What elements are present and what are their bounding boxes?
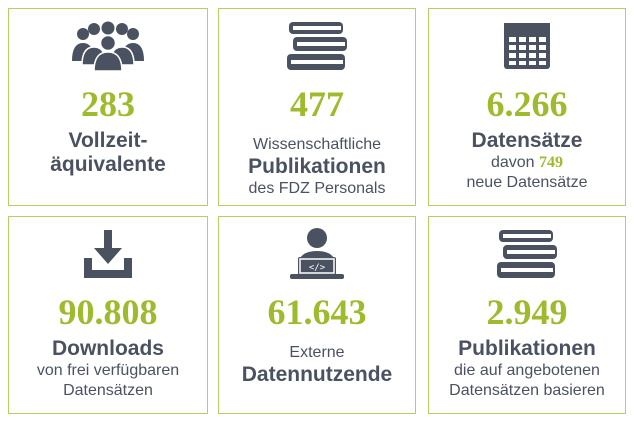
calendar-grid-icon [429, 19, 625, 73]
stat-card-external-users: </> 61.643 Externe Datennutzende [218, 216, 416, 414]
stat-card-downloads: 90.808 Downloads von frei verfügbaren Da… [8, 216, 208, 414]
stat-number: 6.266 [486, 84, 568, 124]
stat-label: Externe Datennutzende [219, 343, 415, 387]
stat-number: 61.643 [267, 292, 367, 332]
people-group-icon [9, 19, 207, 73]
label-bold: Datennutzende [241, 363, 393, 386]
stat-card-datasets: 6.266 Datensätze davon 749 neue Datensät… [428, 8, 626, 206]
label-bold: Downloads [51, 337, 164, 360]
label-line: äquivalente [50, 153, 166, 176]
label-post: des FDZ Personals [248, 180, 386, 197]
label-pre: Wissenschaftliche [252, 136, 382, 153]
svg-text:</>: </> [309, 263, 326, 273]
label-post: die auf angebotenen [454, 362, 600, 379]
stat-card-publications-datasets: 2.949 Publikationen die auf angebotenen … [428, 216, 626, 414]
stat-number: 2.949 [486, 292, 568, 332]
new-datasets-count: 749 [539, 154, 564, 171]
stat-number: 477 [290, 84, 344, 124]
label-post2: Datensätzen [63, 382, 153, 399]
label-post-prefix: davon [490, 154, 535, 171]
book-stack-icon [219, 19, 415, 73]
person-laptop-code-icon: </> [219, 227, 415, 281]
stat-label: Downloads von frei verfügbaren Datensätz… [9, 337, 207, 401]
stat-label: Vollzeit- äquivalente [9, 129, 207, 177]
label-bold: Publikationen [248, 155, 386, 178]
label-pre: Externe [289, 344, 345, 361]
stat-label: Datensätze davon 749 neue Datensätze [429, 129, 625, 193]
stat-number: 283 [81, 84, 135, 124]
label-bold: Publikationen [458, 337, 596, 360]
label-post: davon 749 [429, 153, 625, 173]
label-post2: neue Datensätze [466, 174, 588, 191]
download-icon [9, 227, 207, 281]
book-stack-icon [429, 227, 625, 281]
stat-label: Publikationen die auf angebotenen Datens… [429, 337, 625, 401]
stat-card-fte: 283 Vollzeit- äquivalente [8, 8, 208, 206]
label-post2: Datensätzen basieren [449, 382, 605, 399]
label-bold: Datensätze [471, 129, 583, 152]
stat-card-publications-staff: 477 Wissenschaftliche Publikationen des … [218, 8, 416, 206]
label-line: Vollzeit- [68, 129, 148, 152]
stat-number: 90.808 [58, 292, 158, 332]
stat-label: Wissenschaftliche Publikationen des FDZ … [219, 135, 415, 199]
label-post: von frei verfügbaren [36, 362, 180, 379]
